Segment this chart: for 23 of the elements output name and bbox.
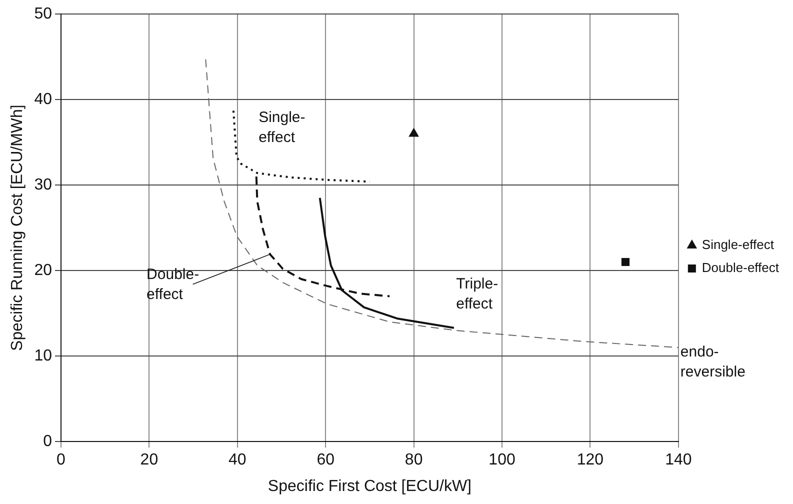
y-tick-label: 10 [34, 347, 52, 364]
legend-label: Single-effect [702, 237, 774, 252]
y-tick-label: 20 [34, 262, 52, 279]
annotation: Triple- effect [456, 276, 498, 313]
x-tick-label: 80 [404, 452, 423, 469]
y-axis-title: Specific Running Cost [ECU/MWh] [9, 104, 26, 351]
x-tick-label: 140 [665, 452, 692, 469]
x-tick-label: 0 [56, 452, 66, 469]
y-tick-label: 40 [34, 90, 52, 108]
x-tick-label: 120 [576, 452, 604, 469]
x-tick-label: 100 [488, 452, 516, 469]
annotation: endo- reversible [680, 344, 746, 381]
legend-label: Double-effect [702, 260, 780, 276]
x-tick-label: 60 [316, 452, 335, 469]
x-axis-title: Specific First Cost [ECU/kW] [268, 478, 472, 495]
y-tick-label: 0 [43, 433, 52, 450]
y-tick-label: 30 [34, 176, 52, 194]
annotation: Double- effect [146, 266, 200, 303]
y-tick-label: 50 [34, 5, 52, 22]
annotation: Single- effect [258, 108, 306, 146]
line-series [205, 58, 678, 348]
x-tick-label: 40 [228, 452, 246, 469]
x-tick-label: 20 [140, 452, 158, 469]
